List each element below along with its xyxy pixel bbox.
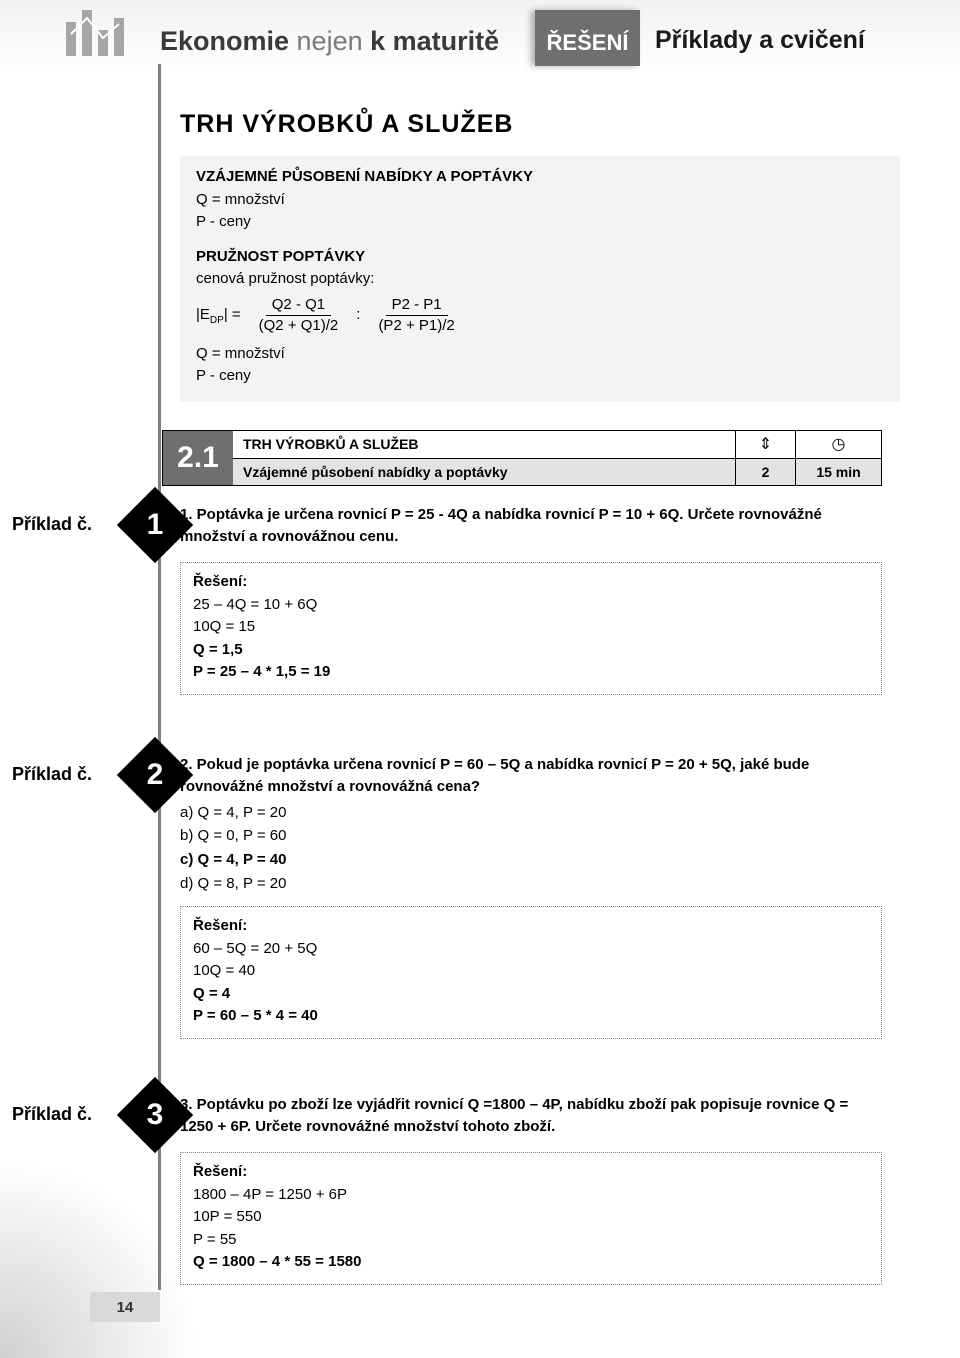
option-a: a) Q = 4, P = 20 — [180, 802, 882, 824]
intro-block: VZÁJEMNÉ PŮSOBENÍ NABÍDKY A POPTÁVKY Q =… — [180, 156, 900, 402]
example-1-question: 1. Poptávka je určena rovnicí P = 25 - 4… — [180, 504, 882, 548]
title-part1: Ekonomie — [160, 26, 289, 56]
example-2-body: 2. Pokud je poptávka určena rovnicí P = … — [180, 754, 882, 895]
example-label-2: Příklad č. 2 — [12, 752, 182, 800]
example-2-solution: Řešení: 60 – 5Q = 20 + 5Q 10Q = 40 Q = 4… — [180, 906, 882, 1039]
intro-q: Q = množství — [196, 189, 884, 212]
intro-p2: P - ceny — [196, 365, 884, 388]
title-part2: nejen — [289, 26, 370, 56]
section-title-bot: Vzájemné působení nabídky a poptávky — [233, 459, 735, 486]
elasticity-formula: |EDP| = Q2 - Q1 (Q2 + Q1)/2 : P2 - P1 (P… — [196, 297, 884, 335]
title-part3: k maturitě — [370, 26, 499, 56]
time-icon: ◷ — [795, 431, 881, 459]
intro-q2: Q = množství — [196, 343, 884, 366]
example-1-body: 1. Poptávka je určena rovnicí P = 25 - 4… — [180, 504, 882, 548]
section-number: 2.1 — [163, 431, 233, 485]
book-title: Ekonomie nejen k maturitě — [160, 26, 499, 57]
time-value: 15 min — [795, 459, 881, 486]
example-3-body: 3. Poptávku po zboží lze vyjádřit rovnic… — [180, 1094, 882, 1138]
logo-icon — [60, 4, 130, 60]
option-d: d) Q = 8, P = 20 — [180, 873, 882, 895]
example-label-1: Příklad č. 1 — [12, 502, 182, 550]
section-label: Příklady a cvičení — [655, 26, 865, 55]
solutions-tab: ŘEŠENÍ — [535, 10, 640, 66]
option-b: b) Q = 0, P = 60 — [180, 825, 882, 847]
section-title-top: TRH VÝROBKŮ A SLUŽEB — [233, 431, 735, 459]
intro-sub2: cenová pružnost poptávky: — [196, 268, 884, 291]
example-1-solution: Řešení: 25 – 4Q = 10 + 6Q 10Q = 15 Q = 1… — [180, 562, 882, 695]
example-2-question: 2. Pokud je poptávka určena rovnicí P = … — [180, 754, 882, 798]
example-label-3: Příklad č. 3 — [12, 1092, 182, 1140]
example-3-solution: Řešení: 1800 – 4P = 1250 + 6P 10P = 550 … — [180, 1152, 882, 1285]
option-c: c) Q = 4, P = 40 — [180, 849, 882, 871]
corner-gradient — [0, 1158, 200, 1358]
chapter-title: TRH VÝROBKŮ A SLUŽEB — [180, 110, 513, 139]
section-header-box: 2.1 TRH VÝROBKŮ A SLUŽEB Vzájemné působe… — [162, 430, 882, 486]
intro-heading2: PRUŽNOST POPTÁVKY — [196, 246, 884, 269]
intro-p: P - ceny — [196, 211, 884, 234]
difficulty-value: 2 — [735, 459, 795, 486]
page-number: 14 — [90, 1292, 160, 1322]
difficulty-icon: ⇕ — [735, 431, 795, 459]
example-3-question: 3. Poptávku po zboží lze vyjádřit rovnic… — [180, 1094, 882, 1138]
intro-heading1: VZÁJEMNÉ PŮSOBENÍ NABÍDKY A POPTÁVKY — [196, 166, 884, 189]
